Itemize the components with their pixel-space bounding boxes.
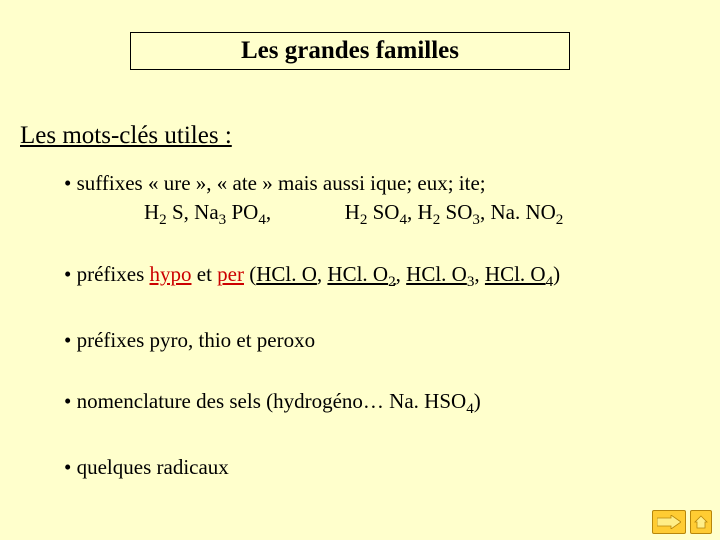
bullet-prefixes-hypo-per: • préfixes hypo et per (HCl. O, HCl. O2,…: [64, 261, 700, 293]
f-po: PO: [226, 200, 258, 224]
b2-c2: ,: [396, 262, 407, 286]
b2-and: et: [192, 262, 218, 286]
subtitle-text: Les mots-clés utiles :: [20, 122, 232, 149]
subtitle: Les mots-clés utiles :: [20, 122, 232, 150]
bullet-suffixes-line1: • suffixes « ure », « ate » mais aussi i…: [64, 170, 700, 197]
b4-post: ): [474, 389, 481, 413]
b2-hclo2-s: 2: [388, 274, 396, 290]
bullet-suffixes: • suffixes « ure », « ate » mais aussi i…: [64, 170, 700, 231]
f-so3-so: SO: [440, 200, 472, 224]
b2-hypo: hypo: [150, 262, 192, 286]
next-button[interactable]: [652, 510, 686, 534]
content-area: • suffixes « ure », « ate » mais aussi i…: [64, 170, 700, 515]
b5-text: • quelques radicaux: [64, 455, 229, 479]
b2-hclo2: HCl. O2: [327, 262, 395, 286]
f-na: S, Na: [167, 200, 219, 224]
b2-c1: ,: [317, 262, 328, 286]
f-gap: [271, 200, 345, 224]
b4-pre: • nomenclature des sels (hydrogéno… Na. …: [64, 389, 466, 413]
b2-hclo4-a: HCl. O: [485, 262, 546, 286]
title-text: Les grandes familles: [241, 37, 459, 64]
bullet-nomenclature: • nomenclature des sels (hydrogéno… Na. …: [64, 388, 700, 420]
f-po4: 4: [258, 212, 266, 228]
bullet-radicaux: • quelques radicaux: [64, 454, 700, 481]
bullet-prefixes-pyro: • préfixes pyro, thio et peroxo: [64, 327, 700, 354]
home-button[interactable]: [690, 510, 712, 534]
b3-text: • préfixes pyro, thio et peroxo: [64, 328, 315, 352]
title-box: Les grandes familles: [130, 32, 570, 70]
nav-controls: [652, 510, 712, 534]
b2-hclo4: HCl. O4: [485, 262, 553, 286]
b2-hclo: HCl. O: [256, 262, 317, 286]
f-h2so3-h: , H: [407, 200, 433, 224]
bullet-suffixes-formulas: H2 S, Na3 PO4, H2 SO4, H2 SO3, Na. NO2: [64, 199, 700, 231]
f-so3-3: 3: [472, 212, 480, 228]
f-so: SO: [367, 200, 399, 224]
home-icon: [694, 515, 708, 529]
b2-close: ): [553, 262, 560, 286]
b2-hclo3-a: HCl. O: [406, 262, 467, 286]
f-h2s-h: H: [144, 200, 159, 224]
f-so4: 4: [399, 212, 407, 228]
b2-open: (: [244, 262, 256, 286]
f-h2so4-h: H: [345, 200, 360, 224]
b2-hclo2-a: HCl. O: [327, 262, 388, 286]
b4-sub: 4: [466, 401, 474, 417]
b2-c3: ,: [474, 262, 485, 286]
b2-pre: • préfixes: [64, 262, 150, 286]
f-nano2: , Na. NO: [480, 200, 556, 224]
f-nano2-2: 2: [556, 212, 564, 228]
b2-hclo3: HCl. O3: [406, 262, 474, 286]
b2-per: per: [217, 262, 244, 286]
arrow-right-icon: [657, 515, 681, 529]
f-h2s-2: 2: [159, 212, 167, 228]
